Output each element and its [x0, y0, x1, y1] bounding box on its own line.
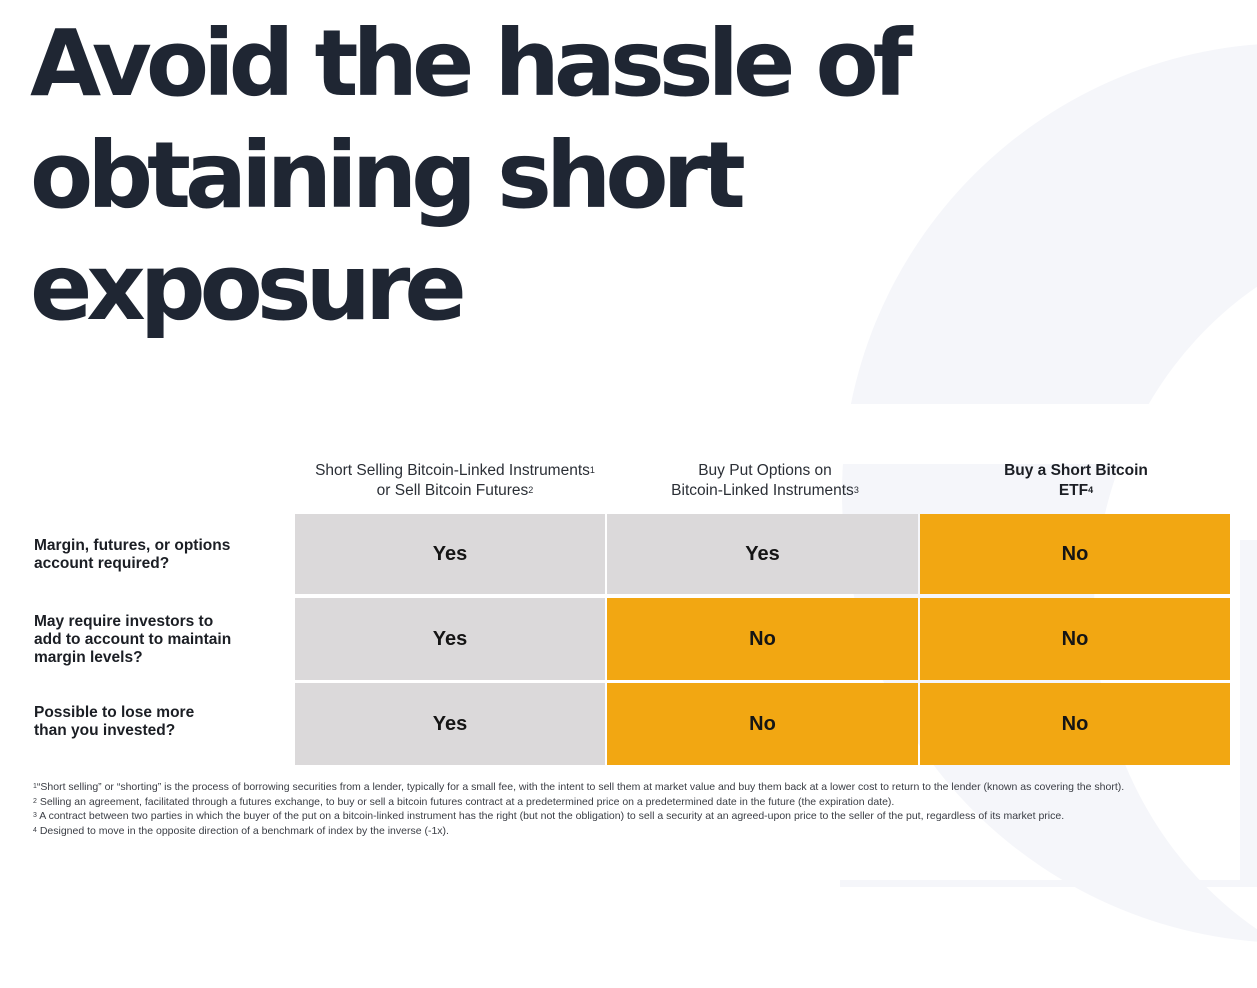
footnote: 1“Short selling” or “shorting” is the pr…	[33, 781, 1233, 794]
row-label-lose-more: Possible to lose more than you invested?	[34, 704, 294, 740]
cell-value: No	[1061, 627, 1089, 650]
table-cell: No	[920, 514, 1230, 594]
background-bottom-panel	[840, 880, 1257, 887]
footnote: 4 Designed to move in the opposite direc…	[33, 825, 1233, 838]
footnotes: 1“Short selling” or “shorting” is the pr…	[33, 781, 1233, 839]
footnote-number: 1	[33, 783, 37, 790]
background-right-strip	[1240, 540, 1257, 887]
footnote-text: Designed to move in the opposite directi…	[39, 824, 449, 837]
row-label-text: account required?	[34, 555, 170, 572]
title-line: Avoid the hassle of	[30, 10, 913, 117]
row-label-text: add to account to maintain	[34, 631, 232, 648]
table-cell: Yes	[607, 514, 918, 594]
row-label-text: than you invested?	[34, 722, 176, 739]
row-label-text: May require investors to	[34, 613, 214, 630]
column-header-text: ETF	[1058, 482, 1089, 499]
table-cell: Yes	[295, 514, 605, 594]
title-line: obtaining short	[30, 122, 746, 229]
footnote-ref: 3	[853, 485, 859, 495]
footnote-text: A contract between two parties in which …	[39, 810, 1065, 822]
cell-value: No	[1061, 542, 1089, 565]
table-cell: No	[607, 683, 918, 765]
row-label-text: margin levels?	[34, 649, 143, 666]
cell-value: Yes	[432, 712, 468, 735]
cell-value: Yes	[432, 627, 468, 650]
table-cell: Yes	[295, 683, 605, 765]
cell-value: No	[1061, 712, 1089, 735]
footnote-text: “Short selling” or “shorting” is the pro…	[36, 781, 1125, 793]
page-title: Avoid the hassle of obtaining short expo…	[30, 8, 930, 344]
footnote-number: 2	[33, 797, 37, 805]
row-label-maintain-margin: May require investors to add to account …	[34, 613, 294, 667]
column-header-short-bitcoin-etf: Buy a Short Bitcoin ETF4	[920, 461, 1232, 501]
footnote-text: Selling an agreement, facilitated throug…	[39, 795, 895, 808]
column-header-text: Short Selling Bitcoin-Linked Instruments	[315, 462, 590, 479]
row-label-text: Possible to lose more	[34, 704, 195, 721]
footnote: 2 Selling an agreement, facilitated thro…	[33, 796, 1233, 809]
column-header-text: Bitcoin-Linked Instruments	[671, 482, 854, 499]
table-cell: No	[607, 598, 918, 680]
cell-value: Yes	[745, 542, 780, 565]
table-cell: No	[920, 683, 1230, 765]
footnote-ref: 2	[528, 485, 534, 495]
row-label-account-required: Margin, futures, or options account requ…	[34, 537, 294, 573]
cell-value: Yes	[432, 542, 468, 565]
column-header-text: Buy a Short Bitcoin	[1004, 462, 1148, 479]
column-header-text: or Sell Bitcoin Futures	[376, 482, 529, 499]
column-header-put-options: Buy Put Options on Bitcoin-Linked Instru…	[640, 461, 890, 501]
footnote-number: 4	[33, 826, 37, 834]
column-header-text: Buy Put Options on	[698, 462, 832, 479]
footnote-ref: 1	[589, 465, 595, 475]
background-band	[800, 404, 1257, 464]
column-header-short-selling: Short Selling Bitcoin-Linked Instruments…	[250, 461, 660, 501]
cell-value: No	[749, 712, 776, 735]
cell-value: No	[749, 627, 776, 650]
title-line: exposure	[30, 234, 467, 341]
table-cell: No	[920, 598, 1230, 680]
footnote-ref: 4	[1088, 485, 1094, 495]
footnote: 3 A contract between two parties in whic…	[33, 810, 1233, 823]
table-cell: Yes	[295, 598, 605, 680]
row-label-text: Margin, futures, or options	[34, 537, 231, 554]
footnote-number: 3	[33, 812, 37, 819]
